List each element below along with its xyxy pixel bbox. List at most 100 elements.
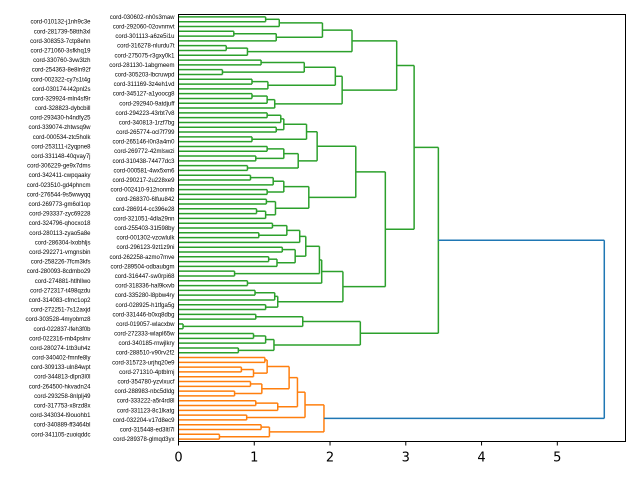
- leaf-label: cord-255403-31l598by: [114, 226, 174, 232]
- leaf-label: cord-276544-9s5wwyqq: [27, 192, 91, 198]
- x-tick-label: 0: [174, 451, 182, 466]
- leaf-label: cord-271310-4ptblrnj: [119, 370, 174, 376]
- leaf-label: cord-294223-43rbt7v8: [115, 111, 175, 117]
- leaf-label: cord-023510-gd4phncm: [27, 183, 91, 189]
- leaf-label: cord-301113-a6ze5i1u: [115, 34, 174, 40]
- leaf-label: cord-339074-zhtwsq9w: [28, 125, 91, 131]
- leaf-label: cord-286914-cc396e28: [113, 207, 175, 213]
- leaf-label: cord-321051-4dla29nn: [114, 216, 174, 222]
- leaf-label: cord-253111-i2yqpne8: [31, 144, 91, 150]
- leaf-label: cord-000581-4wx5xm6: [113, 168, 175, 174]
- leaf-label: cord-010132-j1nh9c3e: [30, 20, 91, 26]
- leaf-label: cord-306229-ge9x7dms: [27, 164, 90, 170]
- leaf-label: cord-345127-a1yoocg8: [113, 92, 175, 98]
- leaf-label: cord-030602-nh0s3maw: [110, 15, 175, 21]
- leaf-label: cord-262258-azmo7mve: [109, 255, 175, 261]
- leaf-label: cord-293337-zyc69228: [29, 212, 91, 218]
- x-tick-label: 4: [477, 451, 485, 466]
- leaf-labels: cord-030602-nh0s3maw cord-010132-j1nh9c3e…: [25, 15, 175, 443]
- leaf-label: cord-258226-7fcm3kfs: [31, 260, 91, 266]
- leaf-label: cord-002410-912nonmb: [110, 188, 175, 194]
- leaf-label: cord-265146-l0n3a4m0: [112, 140, 175, 146]
- leaf-label: cord-340889-ff3464bl: [34, 423, 91, 429]
- leaf-label: cord-315723-urjhq20e9: [112, 360, 175, 366]
- leaf-label: cord-303528-4myobmz8: [25, 317, 91, 323]
- leaf-label: cord-265774-ocl7f799: [116, 130, 175, 136]
- leaf-label: cord-272317-t498qzdu: [30, 288, 90, 294]
- leaf-label: cord-288510-v90rv2f2: [116, 351, 175, 357]
- leaf-label: cord-310438-74477dc3: [112, 159, 175, 165]
- leaf-label: cord-032204-v17d8ec9: [113, 418, 175, 424]
- leaf-label: cord-275075-r3gxy0k1: [114, 53, 175, 59]
- leaf-label: cord-280093-8cdmbo29: [27, 269, 91, 275]
- leaf-label: cord-264500-hkvadn24: [29, 384, 91, 390]
- leaf-label: cord-340402-fmnfe8ly: [32, 356, 90, 362]
- leaf-label: cord-272333-wlapl65w: [114, 332, 175, 338]
- leaf-label: cord-305203-lbcruwpd: [115, 72, 175, 78]
- leaf-label: cord-269773-gm6ol1op: [28, 202, 91, 208]
- leaf-label: cord-340185-rnwjlkry: [118, 341, 174, 347]
- leaf-label: cord-308353-7ctp8ehn: [30, 39, 90, 45]
- leaf-label: cord-000534-ztc5holk: [33, 135, 92, 141]
- leaf-label: cord-354780-yzvlxucf: [117, 380, 174, 386]
- leaf-label: cord-296123-9zt1z9ni: [116, 245, 174, 251]
- leaf-label: cord-281739-58tth3xl: [34, 29, 91, 35]
- leaf-label: cord-316447-sw0rpi68: [115, 274, 175, 280]
- leaf-label: cord-316278-nlurdu7t: [117, 44, 175, 50]
- leaf-label: cord-331123-8c1lkatg: [117, 408, 175, 414]
- leaf-label: cord-311169-3z4eh1vd: [114, 82, 175, 88]
- x-axis: 0 1 2 3 4 5: [174, 441, 561, 466]
- leaf-label: cord-019057-wlacxbw: [116, 322, 175, 328]
- leaf-label: cord-269772-42mlswzi: [114, 149, 174, 155]
- leaf-label: cord-280113-zyao5a8e: [29, 231, 91, 237]
- plot-frame: [178, 14, 626, 442]
- leaf-label: cord-324796-qhocxo18: [29, 221, 91, 227]
- leaf-label: cord-280274-1tb3uh4z: [30, 346, 90, 352]
- leaf-label: cord-292060-02ovnmvt: [113, 24, 175, 30]
- leaf-label: cord-286304-lxobhljs: [35, 240, 91, 246]
- leaf-label: cord-290217-2u228xe9: [112, 178, 175, 184]
- leaf-label: cord-289378-glmqd3yx: [113, 437, 174, 443]
- leaf-label: cord-288983-nbc5dldg: [114, 389, 174, 395]
- leaf-label: cord-292940-9atdjuff: [119, 101, 175, 107]
- leaf-label: cord-328823-dybcbill: [35, 106, 91, 112]
- leaf-label: cord-331148-40qvay7j: [31, 154, 90, 160]
- leaf-label: cord-271060-3sfkhq19: [30, 48, 91, 54]
- leaf-label: cord-022837-lfeh3f0b: [33, 327, 91, 333]
- leaf-label: cord-329924-mln4sf9r: [32, 96, 91, 102]
- leaf-label: cord-292271-vmgnsbin: [29, 250, 90, 256]
- leaf-label: cord-335280-l8pbw4ry: [115, 293, 175, 299]
- leaf-label: cord-314083-cfmc1op2: [29, 298, 91, 304]
- leaf-label: cord-331446-b0xq8dbg: [112, 312, 174, 318]
- leaf-label: cord-028925-h1tfga5g: [115, 303, 174, 309]
- leaf-label: cord-341105-zuoiqddc: [31, 432, 90, 438]
- leaf-label: cord-281130-1abgmeem: [109, 63, 174, 69]
- leaf-label: cord-254363-8e8ln92f: [32, 68, 91, 74]
- leaf-label: cord-309133-uln84wpt: [31, 365, 91, 371]
- leaf-label: cord-344813-dlpn3l0l: [34, 375, 90, 381]
- leaf-label: cord-268370-6lfuu842: [116, 197, 175, 203]
- x-tick-label: 3: [402, 451, 410, 466]
- leaf-label: cord-002322-cy7s1t4g: [31, 77, 91, 83]
- leaf-label: cord-330760-3vw3lzh: [33, 58, 90, 64]
- leaf-label: cord-001302-vzcwlulk: [116, 236, 175, 242]
- leaf-label: cord-272251-7s12axjd: [31, 308, 91, 314]
- x-tick-label: 2: [326, 451, 334, 466]
- leaf-label: cord-343034-l9ouohb1: [30, 413, 91, 419]
- leaf-label: cord-293430-h4ndfy25: [30, 116, 91, 122]
- dendrogram-links: [178, 16, 606, 440]
- leaf-label: cord-315448-ed3ltl7l: [120, 428, 175, 434]
- leaf-label: cord-333222-a5r4rd8l: [117, 399, 175, 405]
- leaf-label: cord-030174-l42pnl2s: [32, 87, 90, 93]
- x-tick-label: 1: [250, 451, 258, 466]
- leaf-label: cord-293258-8nlplj49: [34, 394, 91, 400]
- leaf-label: cord-274881-htlhllwo: [35, 279, 91, 285]
- leaf-label: cord-317753-x8rzd8x: [34, 404, 91, 410]
- leaf-label: cord-289504-odbaubgm: [110, 264, 174, 270]
- leaf-label: cord-022316-mb4pslnv: [29, 336, 90, 342]
- leaf-label: cord-340813-1rzf7bg: [119, 120, 175, 126]
- x-tick-label: 5: [553, 451, 561, 466]
- leaf-label: cord-342411-cwpqaaky: [29, 173, 91, 179]
- leaf-label: cord-318336-hal9kxvb: [115, 284, 175, 290]
